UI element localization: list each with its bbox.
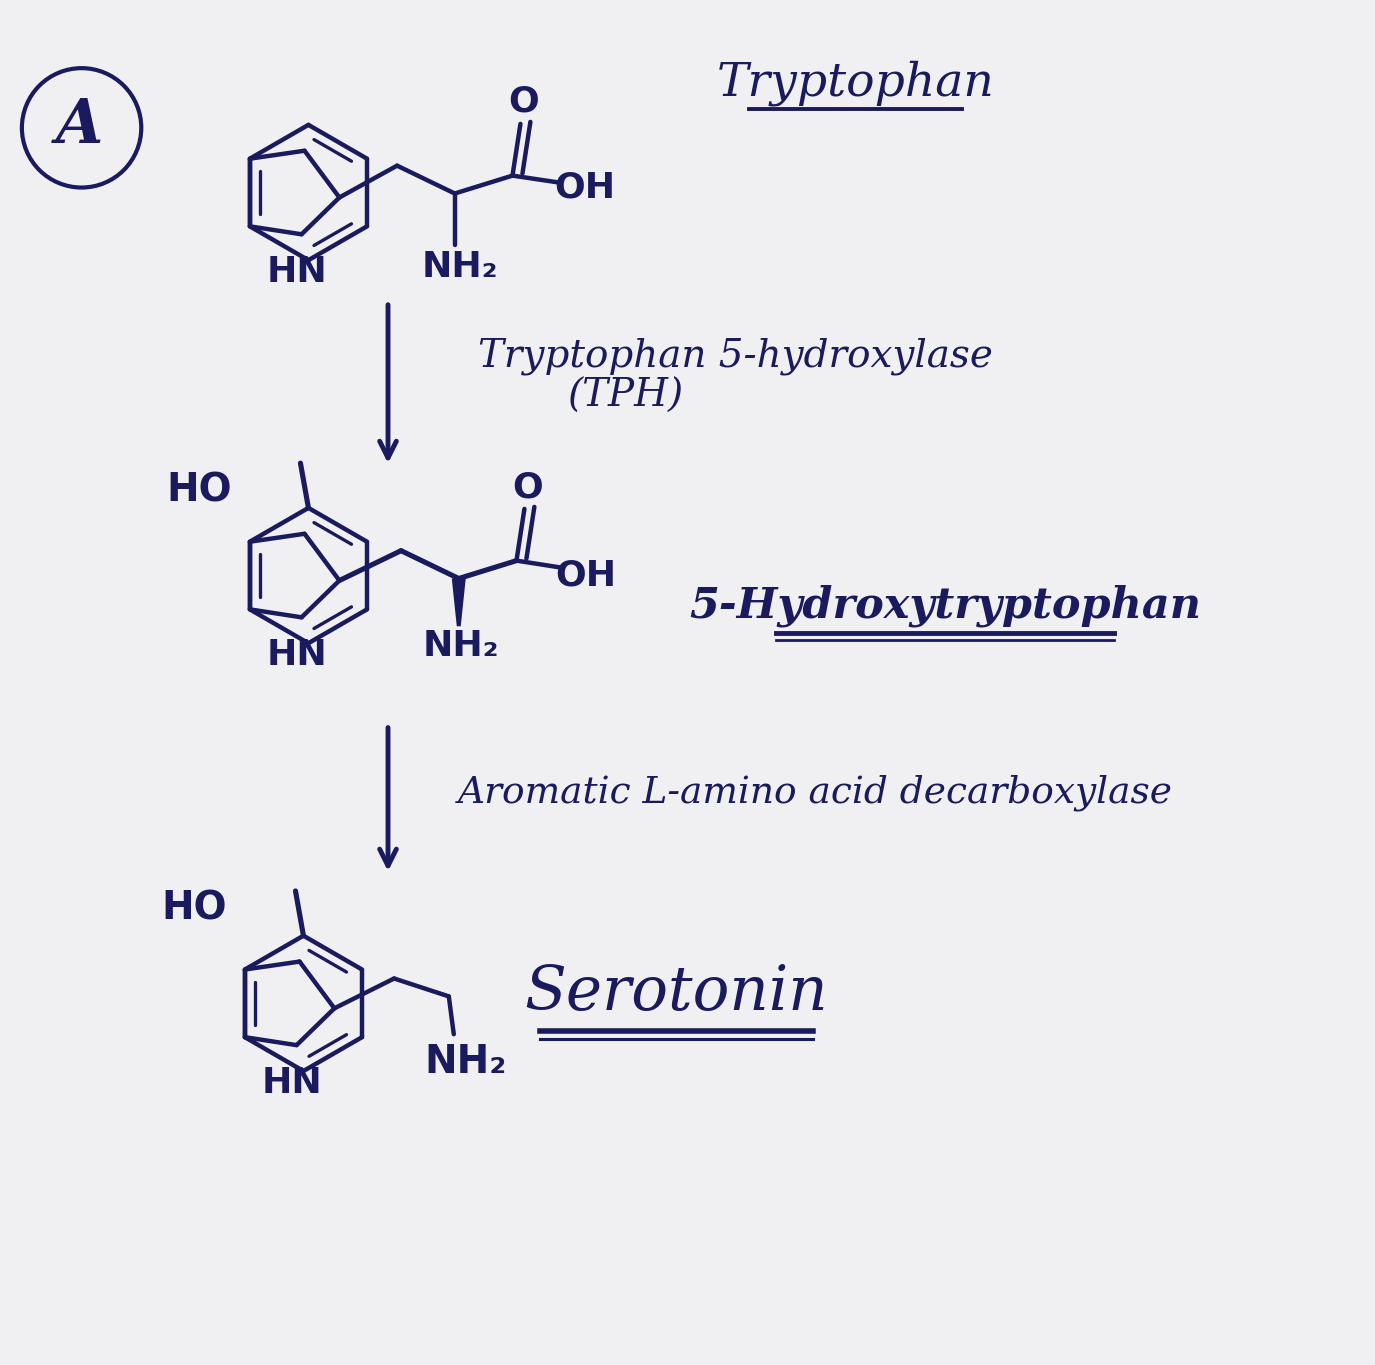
- Text: NH₂: NH₂: [422, 250, 498, 284]
- Text: HO: HO: [166, 472, 232, 511]
- Text: 5-Hydroxytryptophan: 5-Hydroxytryptophan: [689, 584, 1202, 627]
- Text: OH: OH: [554, 171, 616, 205]
- Text: NH₂: NH₂: [422, 629, 499, 663]
- Text: Aromatic L-amino acid decarboxylase: Aromatic L-amino acid decarboxylase: [458, 774, 1173, 811]
- Text: O: O: [507, 85, 539, 119]
- Text: O: O: [512, 470, 543, 504]
- Text: NH₂: NH₂: [425, 1043, 507, 1081]
- Text: HN: HN: [267, 639, 327, 672]
- Text: Tryptophan 5-hydroxylase: Tryptophan 5-hydroxylase: [477, 339, 993, 375]
- Text: OH: OH: [556, 558, 616, 592]
- Text: A: A: [56, 96, 103, 156]
- Text: Serotonin: Serotonin: [525, 964, 828, 1024]
- Text: Tryptophan: Tryptophan: [716, 60, 994, 106]
- Polygon shape: [452, 579, 466, 627]
- Text: (TPH): (TPH): [566, 378, 683, 415]
- Text: HO: HO: [161, 890, 227, 928]
- Text: HN: HN: [267, 255, 327, 289]
- Text: HN: HN: [261, 1066, 322, 1100]
